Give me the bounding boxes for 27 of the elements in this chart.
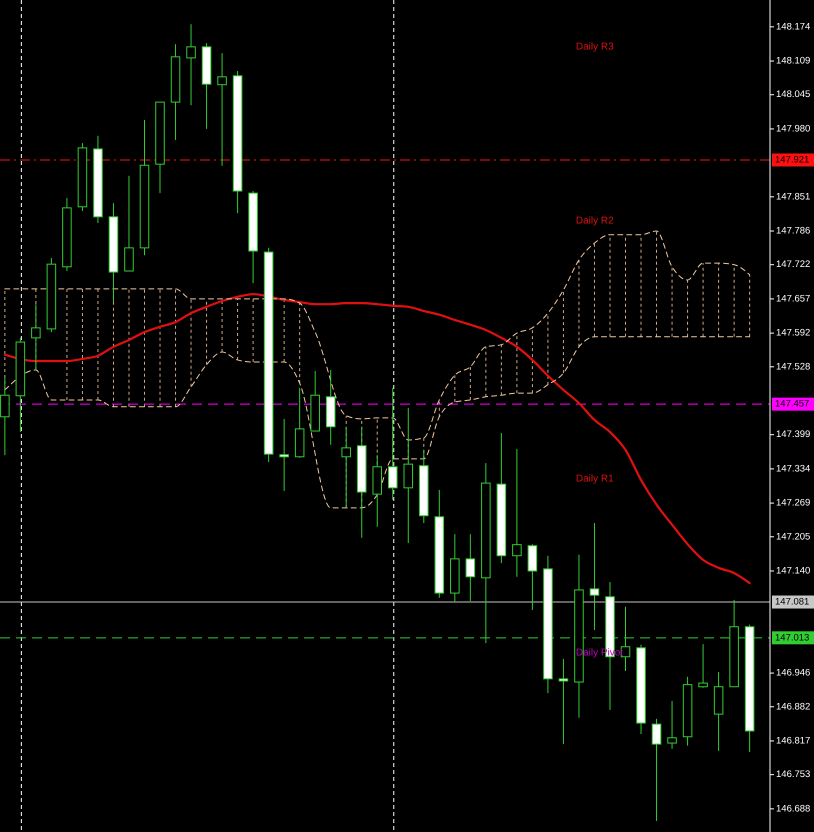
y-tick-label: 147.205 [776, 531, 810, 542]
annotation: Daily R2 [576, 216, 614, 227]
annotation: Daily R1 [576, 474, 614, 485]
ref-line-label: 147.081 [775, 596, 810, 608]
y-tick-label: 146.817 [776, 735, 810, 746]
y-tick-label: 146.688 [776, 803, 810, 814]
y-tick-label: 146.753 [776, 769, 810, 780]
y-tick-label: 147.980 [776, 123, 810, 134]
ref-line-label: 147.921 [775, 154, 810, 166]
y-tick-label: 147.657 [776, 293, 810, 304]
y-tick-label: 147.592 [776, 328, 810, 339]
ref-line-label: 147.457 [775, 398, 810, 410]
y-tick-label: 148.174 [776, 21, 810, 32]
ref-line-label: 147.013 [775, 632, 810, 644]
y-tick-label: 148.045 [776, 89, 810, 100]
y-tick-label: 147.334 [776, 463, 810, 474]
y-tick-label: 148.109 [776, 56, 810, 67]
y-tick-label: 147.786 [776, 226, 810, 237]
y-tick-label: 147.269 [776, 498, 810, 509]
y-tick-label: 147.140 [776, 565, 810, 576]
y-tick-label: 147.851 [776, 191, 810, 202]
y-tick-label: 147.399 [776, 429, 810, 440]
y-tick-label: 147.722 [776, 259, 810, 270]
y-tick-label: 146.946 [776, 668, 810, 679]
y-tick-label: 146.882 [776, 701, 810, 712]
y-tick-label: 147.528 [776, 361, 810, 372]
annotation: Daily R3 [576, 42, 614, 53]
